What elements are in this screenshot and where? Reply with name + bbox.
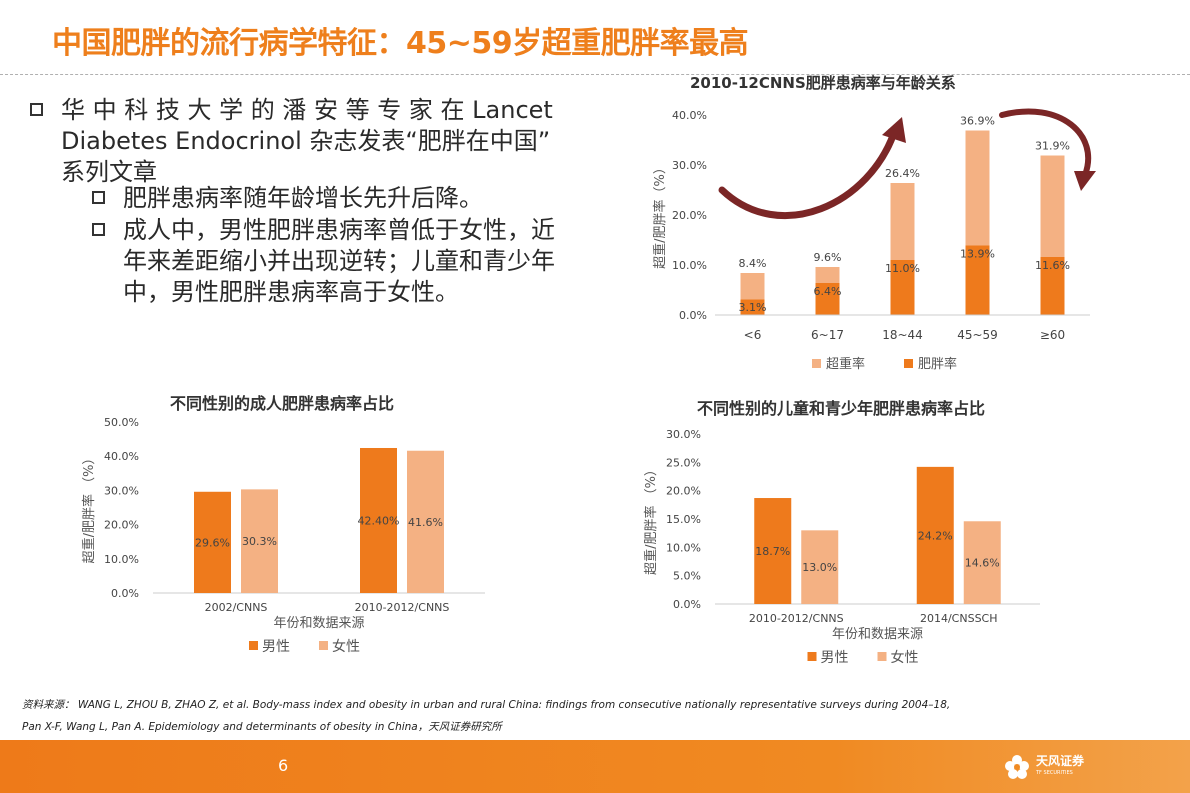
- trend-down-arrowhead-icon: [1074, 171, 1096, 191]
- y-axis-label: 超重/肥胖率（%）: [652, 161, 668, 269]
- legend-swatch-male: [249, 641, 258, 650]
- bar-female: [407, 450, 444, 593]
- chart-adult-gender: 0.0% 10.0% 20.0% 30.0% 40.0% 50.0% 超重/肥胖率 （%） 2…: [81, 416, 485, 655]
- x-tick-label: <6: [744, 328, 762, 342]
- page-title: 中国肥胖的流行病学特征：45~59岁超重肥胖率最高: [52, 26, 749, 61]
- data-label-male: 18.7%: [755, 545, 790, 558]
- y-tick-label: 10.0%: [666, 541, 701, 554]
- bar-male: [194, 491, 231, 593]
- legend-swatch-overweight: [812, 359, 821, 368]
- bar-obesity: [890, 260, 915, 315]
- bar-obesity: [740, 299, 765, 315]
- data-label-obesity: 3.1%: [739, 301, 767, 314]
- x-axis-label: 年份和数据来源: [273, 616, 364, 631]
- x-axis-label: 年份和数据来源: [832, 627, 923, 642]
- page-number: 6: [278, 756, 289, 775]
- legend-swatch-female: [877, 652, 887, 661]
- data-label-male: 29.6%: [195, 536, 230, 549]
- y-axis-label: 超重/肥胖率 （%）: [81, 452, 97, 564]
- chart-title-adult-gender: 不同性别的成人肥胖患病率占比: [170, 394, 395, 413]
- legend-label-male: 男性: [262, 639, 290, 655]
- bullet-list: 华 中 科 技 大 学 的 潘 安 等 专 家 在 Lancet Diabete…: [30, 95, 590, 415]
- bar-female: [241, 489, 278, 593]
- x-tick-label: ≥60: [1040, 328, 1065, 342]
- y-tick-label: 15.0%: [666, 513, 701, 526]
- y-tick-label: 10.0%: [104, 553, 139, 566]
- y-tick-label: 50.0%: [104, 416, 139, 429]
- x-tick-label: 6~17: [811, 328, 844, 342]
- x-tick-label: 2010-2012/CNNS: [749, 612, 844, 625]
- chart-child-gender: 0.0% 5.0% 10.0% 15.0% 20.0% 25.0% 30.0% 超重/肥胖率 …: [643, 428, 1040, 666]
- x-tick-label: 45~59: [957, 328, 998, 342]
- legend-swatch-obesity: [904, 359, 913, 368]
- legend-label-obesity: 肥胖率: [918, 356, 957, 372]
- y-tick-label: 40.0%: [672, 109, 707, 122]
- bar-obesity: [1040, 257, 1065, 315]
- bullet-sub-1: 肥胖患病率随年龄增长先升后降。: [123, 184, 483, 212]
- square-bullet-icon: [92, 191, 105, 204]
- trend-up-arrowhead-icon: [882, 117, 906, 143]
- y-tick-label: 5.0%: [673, 570, 701, 583]
- data-label-overweight: 8.4%: [739, 257, 767, 270]
- square-bullet-icon: [30, 103, 43, 116]
- legend-label-female: 女性: [332, 638, 360, 655]
- square-bullet-icon: [92, 223, 105, 236]
- data-label-obesity: 11.0%: [885, 262, 920, 275]
- bullet-sub-2: 成人中，男性肥胖患病率曾低于女性，近 年来差距缩小并出现逆转；儿童和青少年 中，…: [123, 216, 555, 306]
- x-tick-label: 2002/CNNS: [205, 601, 268, 614]
- data-label-overweight: 9.6%: [814, 251, 842, 264]
- y-tick-label: 25.0%: [666, 456, 701, 469]
- y-tick-label: 0.0%: [679, 309, 707, 322]
- y-axis-label: 超重/肥胖率 （%）: [643, 463, 659, 575]
- legend-swatch-female: [319, 641, 328, 650]
- data-label-overweight: 31.9%: [1035, 140, 1070, 153]
- y-tick-label: 30.0%: [104, 484, 139, 497]
- trend-up-arrow-icon: [718, 126, 899, 219]
- legend-label-male: 男性: [821, 650, 849, 666]
- data-label-female: 13.0%: [802, 561, 837, 574]
- chart-title-child-gender: 不同性别的儿童和青少年肥胖患病率占比: [697, 399, 986, 418]
- y-tick-label: 40.0%: [104, 450, 139, 463]
- bar-male: [754, 498, 792, 604]
- source-note: 资料来源： WANG L, ZHOU B, ZHAO Z, et al. Bod…: [22, 699, 951, 733]
- y-tick-label: 10.0%: [672, 259, 707, 272]
- y-tick-label: 20.0%: [672, 209, 707, 222]
- trend-down-arrow-icon: [999, 108, 1092, 178]
- legend-swatch-male: [807, 652, 817, 661]
- data-label-male: 24.2%: [918, 529, 953, 542]
- x-tick-label: 18~44: [882, 328, 923, 342]
- bar-obesity: [965, 245, 990, 315]
- data-label-overweight: 36.9%: [960, 115, 995, 128]
- y-tick-label: 20.0%: [666, 485, 701, 498]
- chart-title-age: 2010-12CNNS肥胖患病率与年龄关系: [690, 74, 956, 92]
- y-tick-label: 30.0%: [672, 159, 707, 172]
- y-tick-label: 30.0%: [666, 428, 701, 441]
- bar-obesity: [815, 283, 840, 315]
- data-label-male: 42.40%: [358, 514, 400, 527]
- x-tick-label: 2010-2012/CNNS: [355, 601, 450, 614]
- legend-label-overweight: 超重率: [826, 356, 865, 372]
- y-tick-label: 0.0%: [111, 587, 139, 600]
- data-label-obesity: 11.6%: [1035, 259, 1070, 272]
- bar-female: [963, 521, 1001, 604]
- legend-label-female: 女性: [891, 649, 919, 666]
- data-label-overweight: 26.4%: [885, 167, 920, 180]
- bar-male: [916, 466, 954, 604]
- data-label-obesity: 6.4%: [814, 285, 842, 298]
- data-label-female: 14.6%: [965, 557, 1000, 570]
- bar-male: [360, 447, 397, 593]
- data-label-female: 41.6%: [408, 516, 443, 529]
- data-label-obesity: 13.9%: [960, 248, 995, 261]
- data-label-female: 30.3%: [242, 535, 277, 548]
- bullet-main-text: 华 中 科 技 大 学 的 潘 安 等 专 家 在 Lancet Diabete…: [61, 96, 553, 186]
- chart-age-obesity: 0.0% 10.0% 20.0% 30.0% 40.0% 超重/肥胖率（%） 8.4% 3.1…: [652, 108, 1096, 372]
- y-tick-label: 0.0%: [673, 598, 701, 611]
- company-logo: 天风证券 TF SECURITIES: [1002, 752, 1084, 782]
- title-divider: [0, 74, 1190, 75]
- y-tick-label: 20.0%: [104, 519, 139, 532]
- bar-female: [801, 530, 839, 604]
- footer-bar: [0, 740, 1190, 793]
- flower-logo-icon: [1005, 755, 1029, 779]
- x-tick-label: 2014/CNSSCH: [920, 612, 998, 625]
